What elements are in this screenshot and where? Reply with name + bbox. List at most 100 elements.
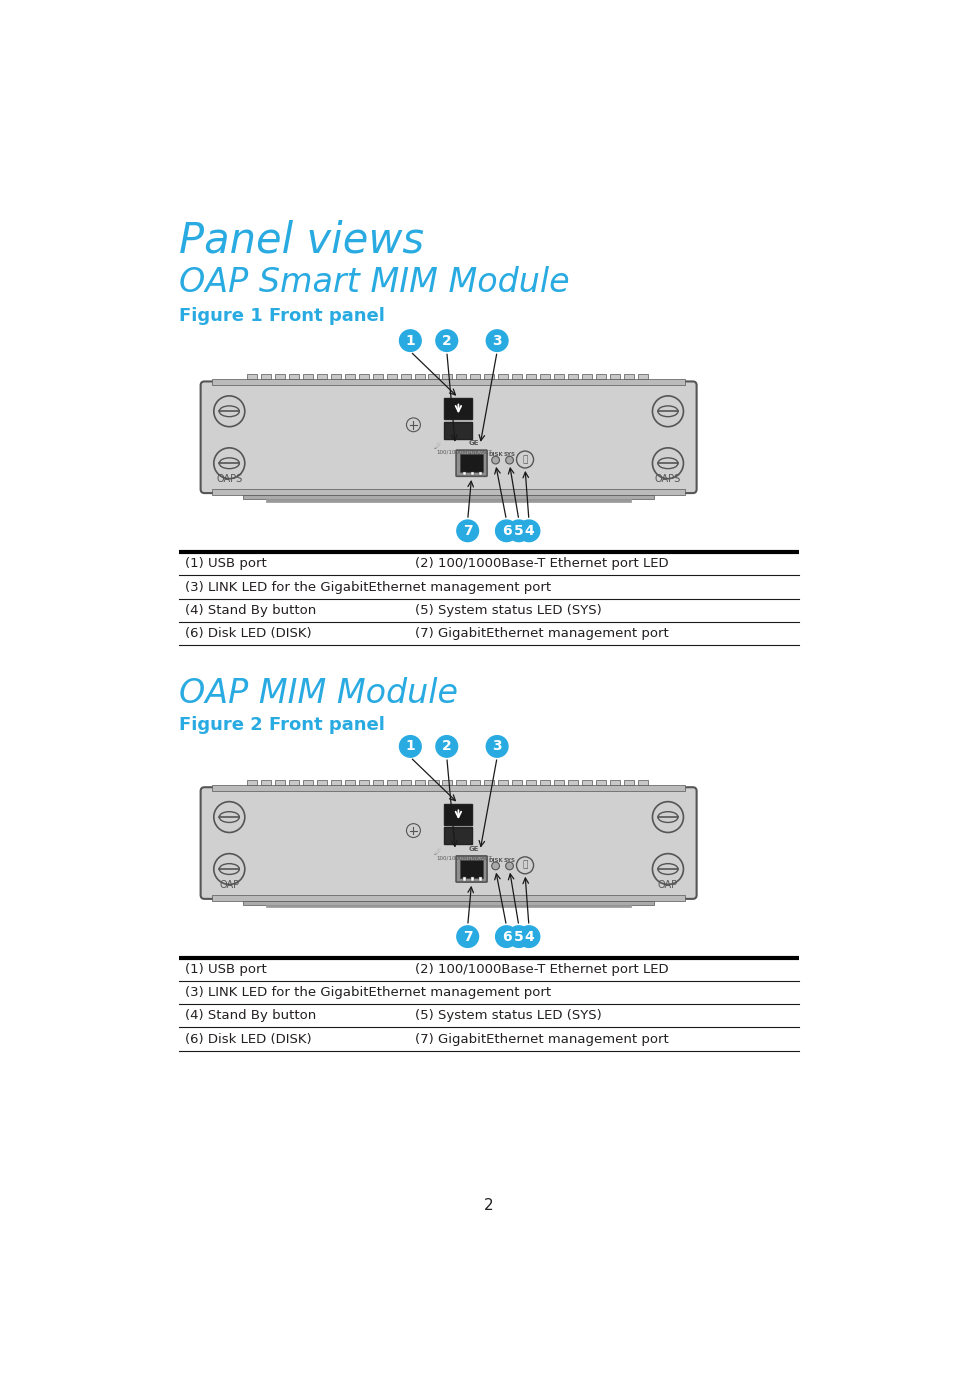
Bar <box>316 373 327 379</box>
Bar <box>637 779 647 785</box>
Bar <box>289 779 298 785</box>
Bar <box>623 373 633 379</box>
Text: (2) 100/1000Base-T Ethernet port LED: (2) 100/1000Base-T Ethernet port LED <box>415 963 667 976</box>
Text: 100/1000M: 100/1000M <box>436 855 467 860</box>
Bar <box>373 779 382 785</box>
Text: 1: 1 <box>405 739 415 753</box>
Text: 2: 2 <box>483 1198 494 1213</box>
Text: (1) USB port: (1) USB port <box>185 963 267 976</box>
Bar <box>623 779 633 785</box>
Bar <box>243 901 654 905</box>
Text: LINK/ACT: LINK/ACT <box>467 449 492 455</box>
Text: Figure 1 Front panel: Figure 1 Front panel <box>179 307 384 325</box>
Text: OAPS: OAPS <box>216 474 242 484</box>
Bar <box>478 878 481 880</box>
Text: SYS: SYS <box>503 858 515 864</box>
Circle shape <box>516 451 533 468</box>
Bar <box>344 779 355 785</box>
Text: (5) System status LED (SYS): (5) System status LED (SYS) <box>415 604 600 616</box>
Bar <box>266 499 630 502</box>
Bar <box>444 422 472 438</box>
Circle shape <box>213 448 245 478</box>
Bar <box>212 379 684 386</box>
Bar <box>358 373 369 379</box>
Circle shape <box>652 448 682 478</box>
Text: SYS: SYS <box>503 452 515 457</box>
Bar <box>470 779 480 785</box>
Bar <box>462 471 466 475</box>
Bar <box>525 373 536 379</box>
Bar <box>261 373 271 379</box>
Bar <box>470 471 474 475</box>
Text: 3: 3 <box>492 333 501 348</box>
Circle shape <box>507 926 529 948</box>
Bar <box>274 779 285 785</box>
Circle shape <box>652 802 682 832</box>
FancyBboxPatch shape <box>456 451 487 477</box>
Text: 6: 6 <box>501 930 511 944</box>
Ellipse shape <box>658 864 678 875</box>
Bar <box>212 489 684 495</box>
Circle shape <box>505 456 513 464</box>
Bar <box>609 779 619 785</box>
Text: 2: 2 <box>441 333 451 348</box>
Circle shape <box>213 802 245 832</box>
Text: (3) LINK LED for the GigabitEthernet management port: (3) LINK LED for the GigabitEthernet man… <box>185 987 551 999</box>
Bar <box>243 495 654 499</box>
Bar <box>456 373 466 379</box>
Bar <box>428 373 438 379</box>
Text: (2) 100/1000Base-T Ethernet port LED: (2) 100/1000Base-T Ethernet port LED <box>415 557 667 571</box>
Text: GE: GE <box>468 439 478 446</box>
Bar <box>444 398 472 419</box>
Text: (5) System status LED (SYS): (5) System status LED (SYS) <box>415 1009 600 1023</box>
Bar <box>596 373 605 379</box>
Text: (1) USB port: (1) USB port <box>185 557 267 571</box>
Bar <box>554 779 563 785</box>
Text: (4) Stand By button: (4) Stand By button <box>185 604 316 616</box>
Bar <box>512 373 521 379</box>
Circle shape <box>436 735 457 757</box>
Bar <box>428 779 438 785</box>
Bar <box>444 828 472 844</box>
Text: 7: 7 <box>462 930 472 944</box>
Bar <box>212 896 684 901</box>
Bar <box>289 373 298 379</box>
Text: 5: 5 <box>514 930 523 944</box>
Bar <box>478 471 481 475</box>
Circle shape <box>486 330 507 351</box>
Circle shape <box>491 862 499 869</box>
Circle shape <box>436 330 457 351</box>
Circle shape <box>517 926 539 948</box>
Bar <box>331 779 340 785</box>
Bar <box>554 373 563 379</box>
Text: OAP: OAP <box>658 879 678 890</box>
Bar <box>596 779 605 785</box>
Bar <box>212 785 684 791</box>
Text: 7: 7 <box>462 524 472 538</box>
Circle shape <box>213 854 245 884</box>
Text: OAPS: OAPS <box>654 474 680 484</box>
Text: DISK: DISK <box>488 452 502 457</box>
Ellipse shape <box>658 406 678 416</box>
Ellipse shape <box>219 811 239 822</box>
Circle shape <box>517 520 539 542</box>
Bar <box>316 779 327 785</box>
Circle shape <box>399 735 420 757</box>
Ellipse shape <box>658 457 678 468</box>
Bar <box>497 373 508 379</box>
Bar <box>442 779 452 785</box>
Circle shape <box>491 456 499 464</box>
Bar <box>415 779 424 785</box>
Ellipse shape <box>219 457 239 468</box>
Text: 6: 6 <box>501 524 511 538</box>
Text: Panel views: Panel views <box>179 220 423 261</box>
Bar <box>400 373 410 379</box>
Text: LINK/ACT: LINK/ACT <box>467 855 492 860</box>
Text: 5: 5 <box>514 524 523 538</box>
Text: (4) Stand By button: (4) Stand By button <box>185 1009 316 1023</box>
Bar <box>274 373 285 379</box>
Bar <box>331 373 340 379</box>
Bar <box>497 779 508 785</box>
Bar <box>400 779 410 785</box>
Bar <box>415 373 424 379</box>
